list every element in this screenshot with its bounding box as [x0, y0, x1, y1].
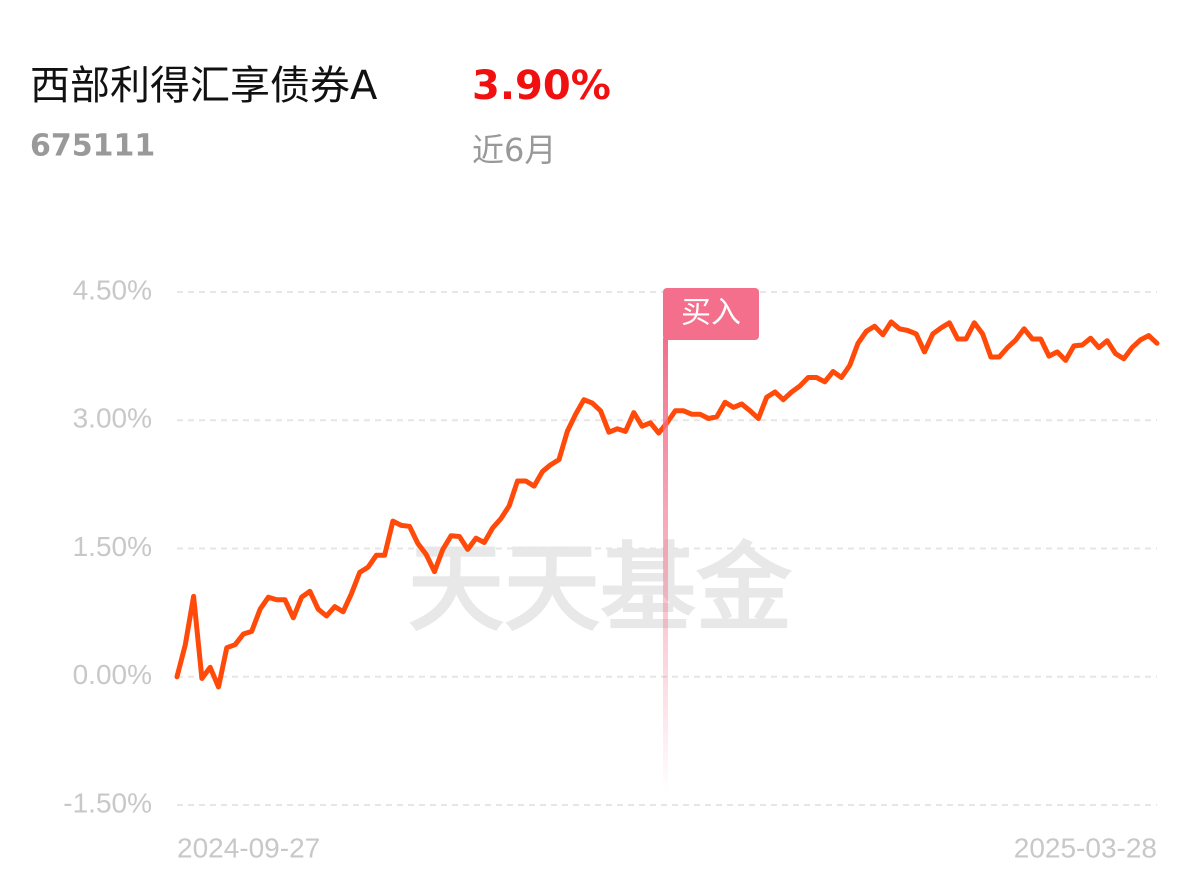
buy-marker-badge [663, 288, 759, 340]
watermark: 天天基金 [408, 532, 793, 644]
y-tick-label: 3.00% [73, 403, 152, 434]
fund-title: 西部利得汇享债券A [30, 63, 378, 109]
y-tick-label: -1.50% [63, 787, 152, 818]
y-tick-label: 4.50% [73, 274, 152, 305]
y-tick-label: 1.50% [73, 531, 152, 562]
y-tick-label: 0.00% [73, 659, 152, 690]
fund-code: 675111 [30, 129, 155, 164]
return-value: 3.90% [472, 63, 611, 109]
buy-marker-label: 买入 [681, 296, 741, 331]
return-period: 近6月 [472, 131, 556, 169]
buy-marker-line [663, 338, 668, 793]
x-tick-label: 2025-03-28 [1014, 832, 1157, 863]
x-tick-label: 2024-09-27 [177, 832, 320, 863]
